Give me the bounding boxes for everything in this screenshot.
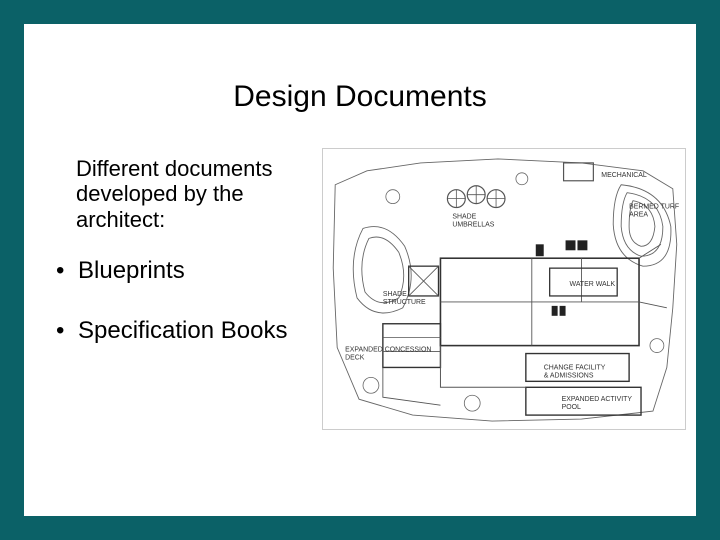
svg-text:EXPANDED CONCESSION: EXPANDED CONCESSION: [345, 347, 431, 354]
intro-paragraph: Different documents developed by the arc…: [76, 156, 306, 232]
svg-text:WATER WALK: WATER WALK: [570, 281, 616, 288]
svg-text:SHADE: SHADE: [383, 291, 407, 298]
svg-text:SHADE: SHADE: [452, 214, 476, 221]
svg-text:MECHANICAL: MECHANICAL: [601, 172, 647, 179]
svg-text:CHANGE FACILITY: CHANGE FACILITY: [544, 364, 606, 371]
svg-text:& ADMISSIONS: & ADMISSIONS: [544, 372, 594, 379]
blueprint-figure: MECHANICALSHADEUMBRELLASBERMED TURFAREAS…: [322, 148, 686, 430]
svg-text:STRUCTURE: STRUCTURE: [383, 299, 426, 306]
svg-text:DECK: DECK: [345, 354, 365, 361]
svg-text:UMBRELLAS: UMBRELLAS: [452, 221, 494, 228]
bullet-item: Specification Books: [52, 318, 292, 344]
blueprint-svg: MECHANICALSHADEUMBRELLASBERMED TURFAREAS…: [323, 149, 685, 429]
svg-text:POOL: POOL: [562, 404, 581, 411]
svg-text:BERMED TURF: BERMED TURF: [629, 204, 679, 211]
slide-title: Design Documents: [0, 80, 720, 114]
slide-frame: Design Documents Different documents dev…: [0, 0, 720, 540]
svg-text:AREA: AREA: [629, 212, 648, 219]
bullet-item: Blueprints: [52, 258, 292, 284]
svg-text:EXPANDED ACTIVITY: EXPANDED ACTIVITY: [562, 396, 633, 403]
bullet-list: Blueprints Specification Books: [52, 258, 292, 345]
